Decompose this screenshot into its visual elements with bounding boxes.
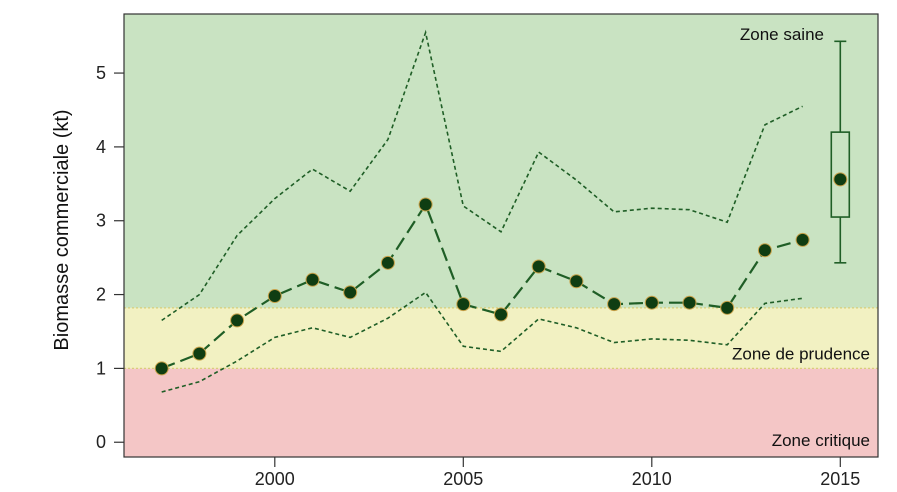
series-line-lower [161,291,803,393]
data-point [154,361,169,376]
data-point [531,259,546,274]
y-tick-label: 2 [96,285,106,305]
zone-label-critique: Zone critique [772,431,870,450]
data-point [607,297,622,312]
series-layer [154,29,810,393]
y-tick-label: 4 [96,137,106,157]
y-tick-label: 0 [96,432,106,452]
zone-band-0 [124,368,878,457]
boxplot-layer [830,40,851,264]
data-point [230,313,245,328]
data-point [456,297,471,312]
zone-band-2 [124,14,878,308]
data-point [720,300,735,315]
y-axis-title: Biomasse commerciale (kt) [51,109,73,350]
x-tick-label: 2005 [443,469,483,489]
data-point [418,197,433,212]
boxplot-median-point [833,172,848,187]
data-point [644,295,659,310]
series-line-upper [161,29,803,322]
data-point [343,285,358,300]
data-point [380,255,395,270]
axes-layer: 0 1 2 3 4 5 2000 2005 2010 2015 [96,13,879,489]
data-point [267,289,282,304]
data-point [192,346,207,361]
boxplot-box [830,131,851,218]
plot-frame [123,13,879,458]
data-point [682,295,697,310]
x-tick-label: 2000 [255,469,295,489]
x-tick-label: 2015 [820,469,860,489]
data-point [494,307,508,322]
x-tick-label: 2010 [632,469,672,489]
zone-label-saine: Zone saine [740,25,824,44]
data-point [305,272,320,287]
y-tick-label: 3 [96,211,106,231]
data-point [569,274,584,289]
data-point [757,243,772,258]
data-point [795,232,810,247]
y-tick-label: 5 [96,63,106,83]
y-tick-label: 1 [96,358,106,378]
labels-layer: Zone saine Zone de prudence Zone critique [732,25,870,450]
zone-label-prudence: Zone de prudence [732,345,870,364]
